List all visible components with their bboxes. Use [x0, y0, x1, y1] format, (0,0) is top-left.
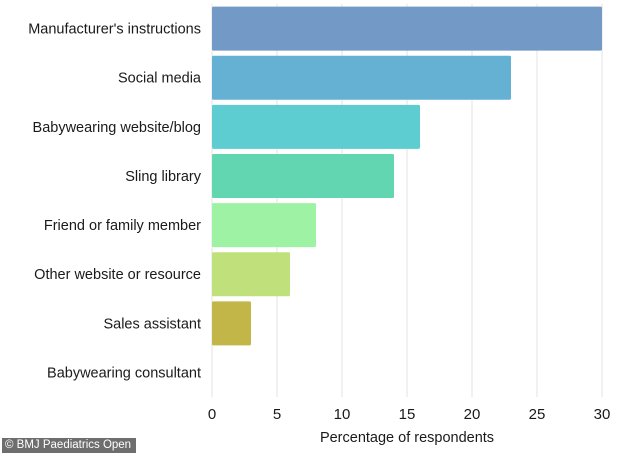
- x-tick-label-5: 25: [529, 406, 546, 423]
- category-label-2: Social media: [118, 71, 202, 87]
- category-label-4: Sling library: [125, 169, 201, 185]
- category-label-3: Babywearing website/blog: [33, 120, 201, 136]
- category-label-7: Sales assistant: [103, 316, 201, 332]
- bar-3: [212, 104, 420, 149]
- category-label-6: Other website or resource: [34, 267, 201, 283]
- bar-1: [212, 6, 602, 51]
- x-tick-label-3: 15: [399, 406, 416, 423]
- x-tick-label-1: 5: [273, 406, 281, 423]
- bar-2: [212, 55, 511, 100]
- x-tick-label-0: 0: [208, 406, 216, 423]
- bar-4: [212, 153, 394, 198]
- category-label-5: Friend or family member: [44, 218, 201, 234]
- category-label-1: Manufacturer's instructions: [28, 22, 201, 38]
- x-tick-label-2: 10: [334, 406, 351, 423]
- credit-label: © BMJ Paediatrics Open: [2, 438, 137, 453]
- x-tick-label-4: 20: [464, 406, 481, 423]
- bar-6: [212, 252, 290, 297]
- category-label-8: Babywearing consultant: [47, 365, 201, 381]
- bar-7: [212, 301, 251, 346]
- x-axis-title: Percentage of respondents: [320, 430, 494, 446]
- x-tick-label-6: 30: [594, 406, 611, 423]
- bar-5: [212, 203, 316, 248]
